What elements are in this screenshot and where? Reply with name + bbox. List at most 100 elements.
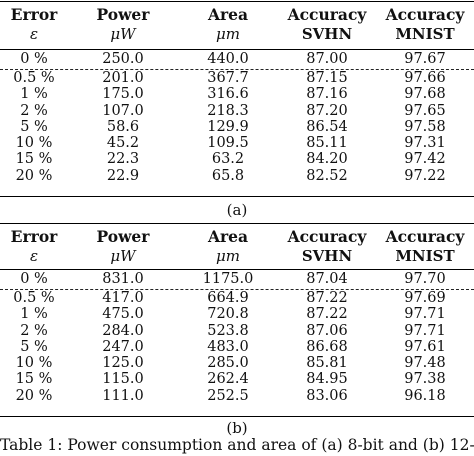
table-a-body: 0 % 250.0 440.0 87.00 97.67 xyxy=(0,51,474,68)
header-accuracy-svhn: Accuracy xyxy=(287,4,367,24)
cell-svhn: 87.16 xyxy=(306,86,348,103)
cell-error: 5 % xyxy=(20,118,48,135)
cell-mnist: 97.71 xyxy=(404,306,446,323)
cell-area: 720.8 xyxy=(207,306,249,323)
cell-mnist: 97.48 xyxy=(404,355,446,372)
table-row: 10 % 45.2 109.5 85.11 97.31 xyxy=(0,135,474,151)
cell-area: 63.2 xyxy=(211,151,245,168)
table-row: 15 % 115.0 262.4 84.95 97.38 xyxy=(0,371,474,387)
header-power: Power xyxy=(96,226,150,246)
header-error: Error xyxy=(10,226,58,246)
cell-mnist: 97.38 xyxy=(404,371,446,388)
cell-mnist: 97.70 xyxy=(404,271,446,288)
cell-area: 523.8 xyxy=(207,322,249,339)
cell-mnist: 97.61 xyxy=(404,338,446,355)
cell-power: 107.0 xyxy=(102,102,144,119)
table-row: 5 % 247.0 483.0 86.68 97.61 xyxy=(0,339,474,355)
cell-mnist: 97.67 xyxy=(404,51,446,68)
subheader-power-unit: μW xyxy=(110,247,136,265)
table-a-label: (a) xyxy=(226,201,248,219)
table-b-label: (b) xyxy=(226,419,248,437)
cell-svhn: 84.20 xyxy=(306,151,348,168)
cell-error: 15 % xyxy=(15,371,53,388)
cell-svhn: 87.06 xyxy=(306,322,348,339)
cell-area: 262.4 xyxy=(207,371,249,388)
cell-power: 115.0 xyxy=(102,371,144,388)
cell-area: 129.9 xyxy=(207,118,249,135)
cell-power: 125.0 xyxy=(102,355,144,372)
cell-svhn: 87.15 xyxy=(306,70,348,86)
cell-power: 175.0 xyxy=(102,86,144,103)
cell-error: 0.5 % xyxy=(13,290,55,306)
subheader-epsilon: ε xyxy=(29,247,39,265)
header-power: Power xyxy=(96,4,150,24)
cell-svhn: 87.22 xyxy=(306,290,348,306)
header-accuracy-mnist: Accuracy xyxy=(385,4,465,24)
cell-error: 0 % xyxy=(20,51,48,68)
cell-area: 285.0 xyxy=(207,355,249,372)
cell-power: 475.0 xyxy=(102,306,144,323)
cell-error: 2 % xyxy=(20,322,48,339)
cell-svhn: 85.11 xyxy=(306,135,348,152)
table-b-header-row: Error Power Area Accuracy Accuracy xyxy=(0,226,474,246)
cell-mnist: 96.18 xyxy=(404,387,446,404)
cell-power: 22.9 xyxy=(106,167,140,184)
table-row: 2 % 107.0 218.3 87.20 97.65 xyxy=(0,103,474,119)
cell-mnist: 97.68 xyxy=(404,86,446,103)
cell-mnist: 97.65 xyxy=(404,102,446,119)
cell-area: 316.6 xyxy=(207,86,249,103)
cell-area: 252.5 xyxy=(207,387,249,404)
table-row: 20 % 111.0 252.5 83.06 96.18 xyxy=(0,388,474,404)
cell-error: 0.5 % xyxy=(13,70,55,86)
cell-power: 247.0 xyxy=(102,338,144,355)
table-row: 1 % 175.0 316.6 87.16 97.68 xyxy=(0,86,474,102)
cell-svhn: 82.52 xyxy=(306,167,348,184)
cell-power: 417.0 xyxy=(102,290,144,306)
table-b-body-rest: 0.5 % 417.0 664.9 87.22 97.69 1 % 475.0 … xyxy=(0,290,474,404)
subheader-area-unit: μm xyxy=(216,247,240,265)
cell-area: 218.3 xyxy=(207,102,249,119)
table-a-body-rest: 0.5 % 201.0 367.7 87.15 97.66 1 % 175.0 … xyxy=(0,70,474,184)
table-b-header-rule xyxy=(0,269,474,270)
header-area: Area xyxy=(207,226,249,246)
header-area: Area xyxy=(207,4,249,24)
table-row: 20 % 22.9 65.8 82.52 97.22 xyxy=(0,168,474,184)
table-row: 0.5 % 417.0 664.9 87.22 97.69 xyxy=(0,290,474,306)
table-a-header-row: Error Power Area Accuracy Accuracy xyxy=(0,4,474,24)
table-row: 1 % 475.0 720.8 87.22 97.71 xyxy=(0,306,474,322)
subheader-svhn: SVHN xyxy=(301,25,353,43)
cell-mnist: 97.66 xyxy=(404,70,446,86)
cell-error: 15 % xyxy=(15,151,53,168)
cell-area: 483.0 xyxy=(207,338,249,355)
cell-mnist: 97.58 xyxy=(404,118,446,135)
subheader-area-unit: μm xyxy=(216,25,240,43)
cell-mnist: 97.22 xyxy=(404,167,446,184)
table-row: 5 % 58.6 129.9 86.54 97.58 xyxy=(0,119,474,135)
cell-area: 664.9 xyxy=(207,290,249,306)
header-accuracy-mnist: Accuracy xyxy=(385,226,465,246)
cell-svhn: 87.22 xyxy=(306,306,348,323)
table-b-body: 0 % 831.0 1175.0 87.04 97.70 xyxy=(0,271,474,288)
cell-error: 10 % xyxy=(15,355,53,372)
table-b-bottom-rule xyxy=(0,416,474,417)
table-a-header-rule xyxy=(0,49,474,50)
cell-area: 440.0 xyxy=(207,51,249,68)
header-error: Error xyxy=(10,4,58,24)
table-row: 0.5 % 201.0 367.7 87.15 97.66 xyxy=(0,70,474,86)
table-b-subheader-row: ε μW μm SVHN MNIST xyxy=(0,246,474,266)
cell-power: 201.0 xyxy=(102,70,144,86)
table-b-top-rule xyxy=(0,223,474,224)
table-a-bottom-rule xyxy=(0,196,474,197)
table-row: 2 % 284.0 523.8 87.06 97.71 xyxy=(0,323,474,339)
subheader-power-unit: μW xyxy=(110,25,136,43)
header-accuracy-svhn: Accuracy xyxy=(287,226,367,246)
table-a-top-rule xyxy=(0,1,474,2)
cell-mnist: 97.71 xyxy=(404,322,446,339)
cell-error: 2 % xyxy=(20,102,48,119)
table-row: 10 % 125.0 285.0 85.81 97.48 xyxy=(0,355,474,371)
table-caption: Table 1: Power consumption and area of (… xyxy=(0,436,474,454)
cell-power: 58.6 xyxy=(106,118,140,135)
cell-power: 45.2 xyxy=(106,135,140,152)
table-b-dashed-separator xyxy=(0,289,474,290)
subheader-epsilon: ε xyxy=(29,25,39,43)
